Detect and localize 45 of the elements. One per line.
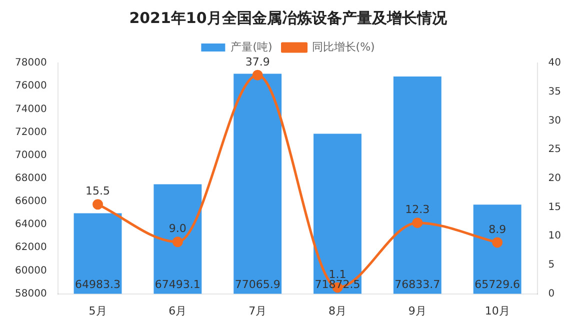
point	[492, 237, 503, 248]
point	[412, 218, 423, 228]
y-tick-label: 62000	[15, 242, 47, 254]
y-tick-label: 66000	[15, 196, 47, 208]
y-tick-label: 78000	[15, 58, 47, 69]
data-label: 1.1	[328, 268, 346, 281]
point	[92, 199, 104, 210]
data-label: 9.0	[168, 222, 186, 236]
y2-tick-label: 25	[548, 144, 562, 156]
y-tick-label: 76000	[15, 80, 47, 92]
data-label: 15.5	[86, 184, 110, 198]
y-tick-label: 74000	[15, 104, 47, 115]
y-tick-label: 60000	[15, 265, 47, 276]
data-label: 64983.3	[75, 278, 121, 292]
legend-label: 同比增长(%)	[312, 40, 375, 54]
point	[252, 70, 263, 80]
x-tick-label: 6月	[168, 304, 187, 318]
legend-label: 产量(吨)	[230, 40, 272, 54]
y-tick-label: 72000	[15, 126, 47, 138]
y2-tick-label: 0	[548, 288, 555, 300]
chart-title: 2021年10月全国金属冶炼设备产量及增长情况	[129, 8, 448, 27]
y2-tick-label: 15	[548, 202, 562, 213]
x-tick-label: 10月	[484, 304, 510, 318]
data-label: 12.3	[405, 203, 430, 216]
y2-tick-label: 40	[548, 58, 562, 69]
data-label: 8.9	[488, 222, 506, 236]
data-label: 77065.9	[234, 278, 280, 292]
data-label: 76833.7	[394, 278, 440, 292]
x-tick-label: 7月	[248, 304, 267, 318]
y2-tick-label: 35	[548, 86, 562, 98]
y-tick-label: 58000	[15, 288, 47, 300]
y2-tick-label: 5	[548, 260, 555, 271]
x-tick-label: 9月	[408, 304, 426, 318]
x-tick-label: 5月	[88, 304, 107, 318]
y-tick-label: 68000	[15, 172, 47, 184]
y2-tick-label: 30	[548, 115, 562, 126]
y-tick-label: 70000	[15, 150, 47, 161]
point	[172, 236, 183, 248]
data-label: 65729.6	[474, 278, 520, 292]
y-tick-label: 64000	[15, 219, 47, 230]
y2-tick-label: 10	[548, 230, 562, 242]
data-label: 67493.1	[154, 278, 200, 292]
x-tick-label: 8月	[328, 304, 346, 318]
y2-tick-label: 20	[548, 172, 562, 184]
data-label: 37.9	[245, 55, 270, 68]
